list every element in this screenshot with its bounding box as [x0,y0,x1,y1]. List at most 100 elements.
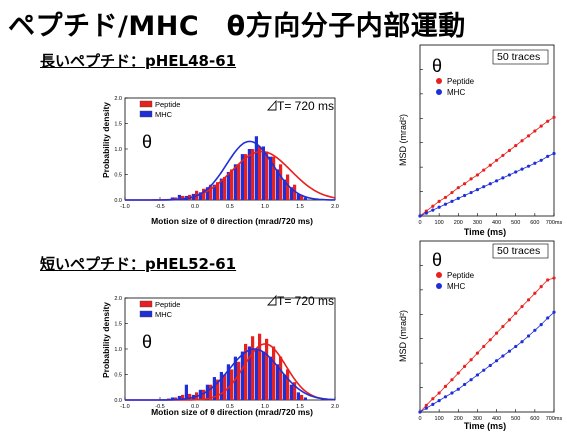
mhc-msd-point [450,199,454,203]
y-tick-label: 1.0 [114,147,122,153]
msd-theta-label: θ [432,250,442,270]
msd-chart-short: 0 100 200 300 400 500 600 700ms θ 50 traces Pep… [398,240,563,431]
mhc-msd-point [469,378,473,382]
peptide-bar [223,177,227,200]
peptide-bar [251,149,255,200]
msd-xlabel: Time (ms) [464,421,506,431]
msd-traces-label: 50 traces [497,51,540,63]
peptide-msd-point [431,397,435,401]
histogram-xlabel: Motion size of θ direction (mrad/720 ms) [151,407,313,417]
peptide-msd-point [431,204,435,208]
x-tick-label: 500 [511,220,520,226]
x-tick-label: 300 [473,220,482,226]
peptide-msd-point [482,168,486,172]
mhc-msd-point [450,391,454,395]
x-tick-label: 500 [511,416,520,422]
peptide-bar [181,394,185,400]
mhc-bar [268,356,272,400]
x-tick-label: 400 [492,416,501,422]
legend-mhc-marker [436,283,442,289]
mhc-bar [247,346,251,400]
x-tick-label: 0 [418,220,421,226]
mhc-msd-point [488,363,492,368]
legend-mhc-swatch [139,110,153,118]
histogram-annotation: T= 720 ms [277,294,334,308]
mhc-msd-point [533,328,537,332]
mhc-msd-point [539,323,543,327]
x-tick-label: 1.5 [296,204,304,210]
peptide-msd-point [456,186,460,190]
mhc-bar [205,384,209,400]
mhc-msd-point [443,202,448,206]
y-tick-label: 2.0 [114,296,122,302]
histogram-xlabel: Motion size of θ direction (mrad/720 ms) [151,216,313,226]
peptide-msd-point [494,331,499,335]
x-tick-label: 2.0 [331,204,339,210]
mhc-msd-point [488,182,492,186]
mhc-msd-point [507,173,511,177]
mhc-fit-curve [125,348,336,401]
x-tick-label: 700ms [546,220,563,226]
plot-frame [419,240,555,413]
legend-peptide-marker [436,272,442,278]
histogram-ylabel: Probability density [101,102,111,178]
peptide-bar [202,188,206,200]
mhc-fit-curve [125,140,335,201]
peptide-msd-point [546,119,550,123]
traces-box [492,243,549,259]
mhc-msd-point [437,399,441,403]
peptide-msd-point [443,195,448,200]
legend-mhc-swatch [139,310,153,318]
mhc-msd-point [552,151,556,156]
peptide-msd-point [533,291,537,295]
mhc-bar [170,397,174,400]
mhc-bar [289,187,293,200]
mhc-msd-line [419,312,555,413]
mhc-bar [240,351,244,400]
mhc-bar [254,136,258,200]
peptide-msd-point [475,173,480,177]
mhc-bar [303,197,307,200]
mhc-bar [289,384,293,400]
mhc-msd-point [546,316,550,320]
mhc-msd-point [494,359,499,363]
x-tick-label: 600 [530,416,539,422]
section-subtitle-short: 短いペプチド：pHEL52-61 [40,255,237,273]
y-tick-label: 1.5 [114,322,122,328]
x-tick-label: 0.5 [226,404,234,410]
mhc-bar [219,371,223,400]
x-tick-label: -1.0 [120,404,129,410]
mhc-bar [219,178,223,200]
mhc-msd-point [463,193,467,198]
peptide-msd-point [539,124,543,128]
mhc-bar [177,194,181,200]
peptide-bar [300,394,304,400]
mhc-msd-point [552,310,556,314]
mhc-bar [198,192,202,200]
mhc-msd-point [494,179,499,183]
mhc-bar [247,149,251,200]
legend-peptide-label: Peptide [447,271,475,280]
peptide-msd-point [469,177,473,181]
peptide-msd-point [546,278,550,282]
mhc-bar [226,364,230,400]
peptide-msd-point [514,144,518,148]
mhc-bar [261,146,265,200]
histogram-chart-short: -1.0 -0.5 0.0 0.5 1.0 1.5 2.0 0.0 0.5 1.0 1.5 2.0 θ… [101,294,339,417]
legend-peptide-swatch [139,100,153,108]
peptide-bar [237,361,241,400]
peptide-msd-point [469,358,473,362]
mhc-msd-point [424,211,428,215]
mhc-bar [303,397,307,400]
peptide-msd-point [463,182,467,186]
peptide-msd-point [494,158,499,162]
msd-traces-label: 50 traces [497,245,540,257]
peptide-bar [286,174,290,200]
peptide-bar [216,379,220,400]
legend-peptide-swatch [139,300,153,308]
delta-icon [266,99,277,111]
x-tick-label: 100 [435,220,444,226]
x-tick-label: -0.5 [155,204,164,210]
mhc-bar [268,156,272,200]
mhc-msd-point [501,354,505,358]
